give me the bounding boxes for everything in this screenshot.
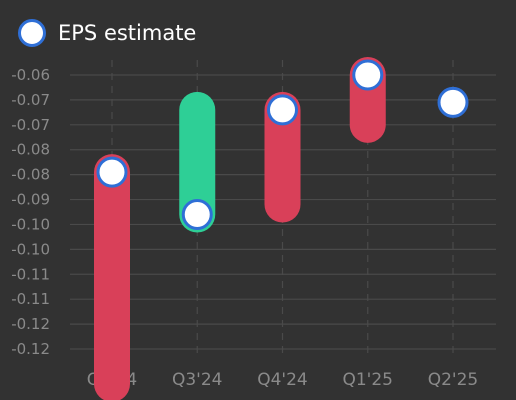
y-tick-label: -0.07 [11, 91, 50, 109]
y-tick-label: -0.08 [11, 166, 50, 184]
y-tick-label: -0.10 [11, 215, 50, 233]
legend[interactable]: EPS estimate [18, 19, 196, 47]
eps-estimate-marker [352, 59, 384, 91]
x-tick-label: Q2'25 [428, 370, 479, 390]
eps-estimate-marker [267, 94, 298, 126]
y-tick-label: -0.12 [11, 340, 50, 358]
range-bar [179, 91, 216, 233]
range-bar [94, 154, 130, 400]
range-bar [264, 91, 301, 223]
eps-estimate-marker [437, 86, 469, 118]
x-tick-label: Q4'24 [257, 370, 308, 390]
circle-marker-icon [18, 19, 46, 47]
y-tick-label: -0.09 [11, 191, 50, 209]
x-tick-label: Q1'25 [342, 370, 393, 390]
y-tick-label: -0.06 [11, 66, 50, 84]
y-tick-label: -0.11 [11, 265, 50, 283]
y-tick-label: -0.12 [11, 315, 50, 333]
legend-label: EPS estimate [58, 21, 197, 45]
y-tick-label: -0.10 [11, 240, 50, 258]
y-tick-label: -0.07 [11, 116, 50, 134]
y-tick-label: -0.08 [11, 141, 50, 159]
eps-estimate-marker [96, 156, 128, 188]
y-tick-label: -0.11 [11, 290, 50, 308]
x-tick-label: Q3'24 [172, 370, 223, 390]
eps-estimate-marker [181, 198, 213, 230]
